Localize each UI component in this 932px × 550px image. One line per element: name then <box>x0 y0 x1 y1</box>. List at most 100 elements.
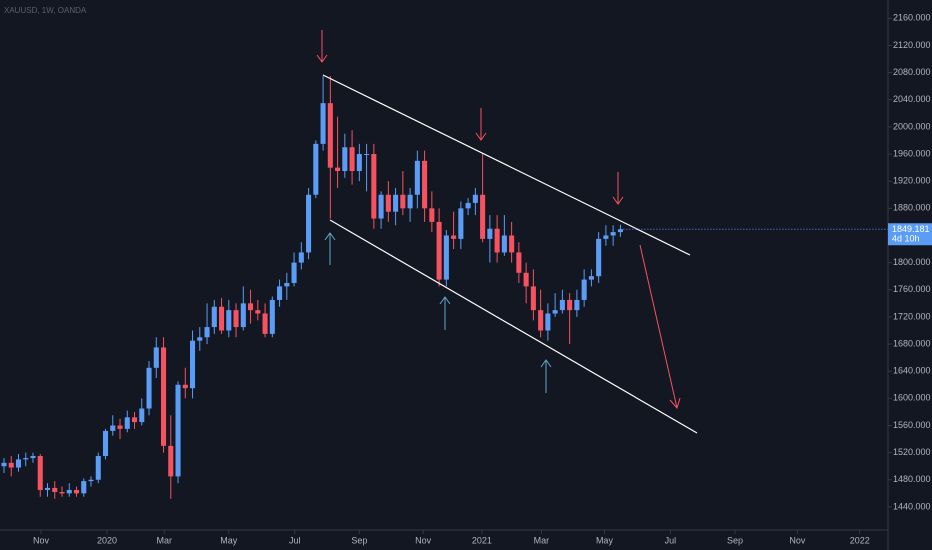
plot-area <box>1 76 623 499</box>
candle-body <box>509 235 515 253</box>
candle-body <box>559 299 565 311</box>
drawings <box>316 30 698 434</box>
candle-body <box>371 154 377 219</box>
candle-body <box>219 306 225 331</box>
projection-arrow <box>639 244 681 410</box>
price-tag-label: 1849.181 <box>892 224 930 234</box>
x-tick-label: Mar <box>534 535 550 545</box>
candle-body <box>262 313 268 334</box>
candle-body <box>400 194 406 209</box>
candle-body <box>364 154 370 156</box>
y-tick-label: 1800.000 <box>893 257 931 267</box>
candle-body <box>516 252 522 273</box>
y-tick-label: 1680.000 <box>893 338 931 348</box>
y-tick-label: 1720.000 <box>893 311 931 321</box>
y-tick-label: 1600.000 <box>893 393 931 403</box>
candle-body <box>588 276 594 280</box>
y-tick-label: 2040.000 <box>893 94 931 104</box>
x-tick-label: May <box>596 535 614 545</box>
candle-body <box>204 327 210 338</box>
candle-body <box>88 479 94 482</box>
y-tick-label: 1440.000 <box>893 501 931 511</box>
y-tick-label: 2080.000 <box>893 67 931 77</box>
candle-body <box>465 202 471 209</box>
candle-body <box>581 279 587 300</box>
candle-body <box>226 310 232 331</box>
candle-body <box>603 235 609 239</box>
y-tick-label: 2120.000 <box>893 40 931 50</box>
x-tick-label: Jul <box>289 535 301 545</box>
candle-body <box>146 367 152 409</box>
candle-body <box>306 194 312 253</box>
candle-body <box>567 299 573 311</box>
candle-body <box>8 462 14 468</box>
x-tick-label: 2022 <box>850 535 870 545</box>
candle-body <box>451 235 457 239</box>
x-tick-label: Sep <box>351 535 367 545</box>
candle-body <box>291 262 297 283</box>
candle-body <box>494 228 500 253</box>
y-tick-label: 1480.000 <box>893 474 931 484</box>
candle-body <box>160 347 167 446</box>
candle-body <box>617 229 623 233</box>
candle-body <box>59 491 65 494</box>
candle-body <box>81 481 87 494</box>
channel-lower <box>329 219 698 434</box>
candle-body <box>37 456 43 490</box>
y-tick-label: 1960.000 <box>893 148 931 158</box>
candle-body <box>197 337 203 341</box>
y-tick-label: 1640.000 <box>893 366 931 376</box>
candle-body <box>320 103 326 144</box>
arrow-up <box>324 232 336 265</box>
candle-body <box>313 143 319 195</box>
candle-body <box>95 456 101 480</box>
x-tick-label: Mar <box>157 535 173 545</box>
candle-body <box>23 458 29 460</box>
x-tick-label: 2021 <box>472 535 492 545</box>
y-tick-label: 1760.000 <box>893 284 931 294</box>
candle-body <box>124 417 130 429</box>
candle-body <box>574 299 580 311</box>
x-tick-label: Nov <box>33 535 50 545</box>
arrow-down <box>475 108 487 141</box>
candle-body <box>298 252 304 263</box>
candle-body <box>102 430 109 457</box>
candle-body <box>153 347 159 368</box>
x-tick-label: 2020 <box>97 535 117 545</box>
y-tick-label: 1880.000 <box>893 203 931 213</box>
y-tick-label: 1520.000 <box>893 447 931 457</box>
x-tick-label: Nov <box>415 535 432 545</box>
candle-body <box>73 489 80 494</box>
candle-body <box>436 221 442 280</box>
candle-body <box>342 147 348 172</box>
price-tag <box>888 223 932 246</box>
candle-body <box>284 282 290 287</box>
x-tick-label: Sep <box>727 535 743 545</box>
candle-body <box>472 194 478 203</box>
candle-body <box>378 194 384 219</box>
candle-body <box>168 445 174 477</box>
candle-body <box>414 160 420 195</box>
candle-body <box>182 384 188 389</box>
candle-body <box>233 310 239 328</box>
candle-body <box>277 286 283 300</box>
y-tick-label: 1920.000 <box>893 176 931 186</box>
candle-body <box>175 384 181 477</box>
x-tick-label: Jul <box>665 535 677 545</box>
arrow-up <box>439 296 451 330</box>
candle-body <box>487 228 493 239</box>
candle-body <box>1 462 7 467</box>
candle-body <box>422 160 428 209</box>
candle-body <box>393 194 399 212</box>
channel-upper <box>322 74 691 256</box>
candle-body <box>117 425 123 429</box>
candle-body <box>190 340 196 389</box>
candle-body <box>349 147 355 172</box>
arrow-down <box>316 30 328 63</box>
candle-body <box>52 487 58 492</box>
countdown-label: 4d 10h <box>892 234 920 244</box>
candle-body <box>211 306 217 328</box>
candle-body <box>269 299 275 334</box>
